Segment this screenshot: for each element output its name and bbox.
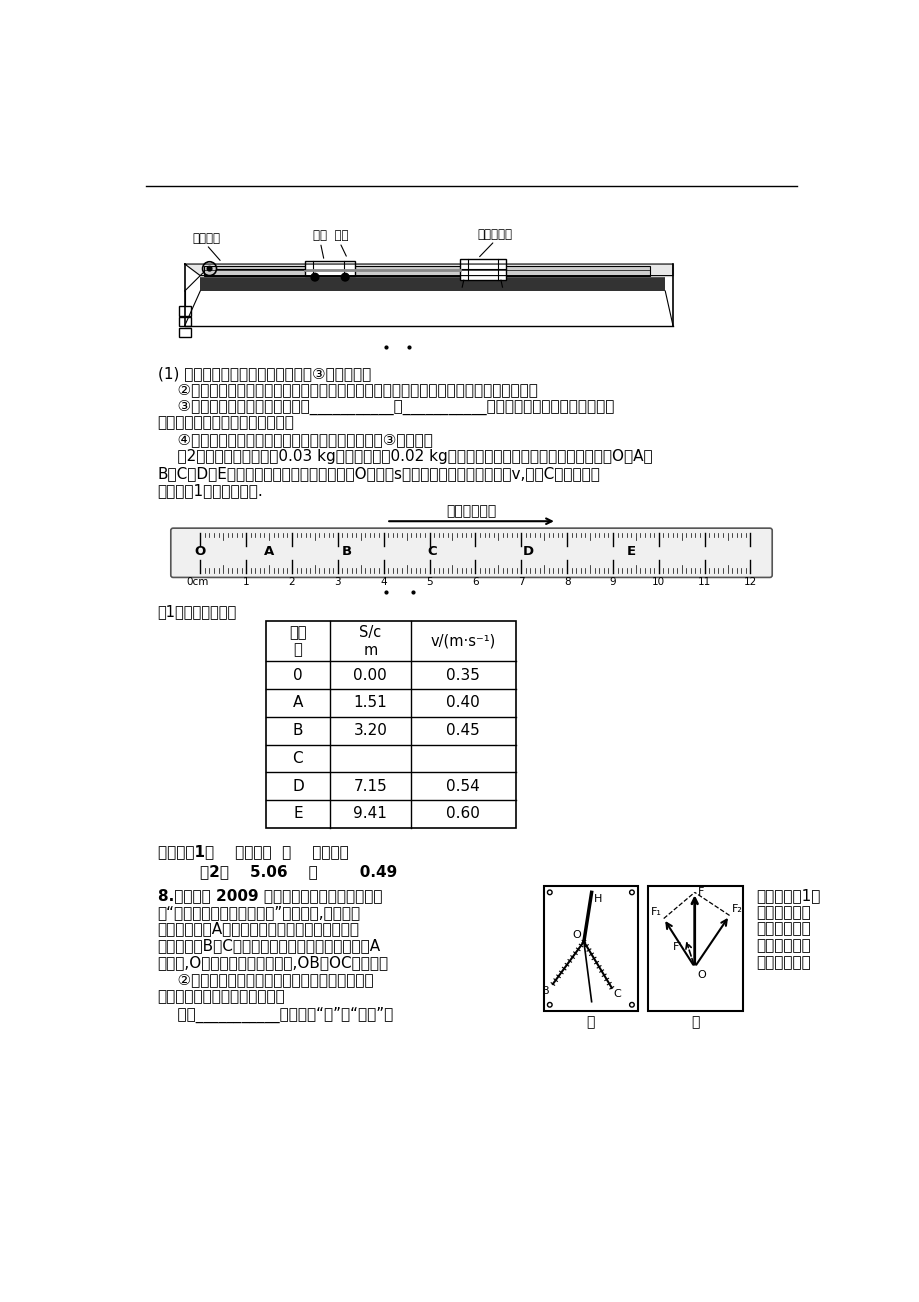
Text: A: A (292, 695, 302, 711)
Text: 1: 1 (243, 577, 249, 587)
Text: 固定在板上的A点，在橡皮条的另一端拴上两条细: 固定在板上的A点，在橡皮条的另一端拴上两条细 (157, 922, 359, 936)
Text: ④改变钉码或小车中码码的数量，更换纸带，重复③的操作。: ④改变钉码或小车中码码的数量，更换纸带，重复③的操作。 (157, 432, 432, 447)
Text: 10: 10 (652, 577, 664, 587)
Bar (266, 621, 516, 828)
Text: 7.15: 7.15 (353, 779, 387, 794)
Text: 点: 点 (293, 643, 302, 658)
Text: 绳，细绳另一: 绳，细绳另一 (756, 922, 811, 936)
Text: （2）    5.06    ；        0.49: （2） 5.06 ； 0.49 (157, 865, 396, 880)
Text: 0.60: 0.60 (446, 806, 480, 822)
Text: 0: 0 (293, 668, 302, 682)
Text: 答案：（1）    接通电源  ；    释放小车: 答案：（1） 接通电源 ； 释放小车 (157, 845, 348, 859)
Text: 甲: 甲 (586, 1016, 595, 1030)
Text: 乙: 乙 (690, 1016, 699, 1030)
Text: (1) 实验的部分步骤如下，请将步骤③补充完整：: (1) 实验的部分步骤如下，请将步骤③补充完整： (157, 366, 370, 380)
Text: S/c: S/c (358, 625, 381, 641)
Bar (204, 267, 649, 276)
Text: 答：___________。（选填“变”或“不变”）: 答：___________。（选填“变”或“不变”） (157, 1006, 392, 1022)
Text: 0.40: 0.40 (446, 695, 480, 711)
Text: E: E (627, 544, 636, 557)
Text: 0.45: 0.45 (446, 723, 480, 738)
Text: 橡皮条的一端: 橡皮条的一端 (756, 905, 811, 919)
Text: 5: 5 (425, 577, 432, 587)
Polygon shape (185, 264, 673, 276)
Text: 3.20: 3.20 (353, 723, 387, 738)
Text: O: O (572, 930, 580, 940)
Text: ③将小车停在打点计时器附近，___________，___________，小车拖动纸带，打点计时器在: ③将小车停在打点计时器附近，___________，___________，小车… (157, 400, 613, 415)
Text: 2: 2 (289, 577, 295, 587)
Text: O: O (195, 544, 206, 557)
Text: 骤没有改变，: 骤没有改变， (756, 956, 811, 970)
Text: 11: 11 (698, 577, 710, 587)
Bar (648, 887, 742, 1010)
Text: O: O (697, 970, 706, 980)
Text: ②在实验中，如果只将细绳换成橡皮筋，其它步: ②在实验中，如果只将细绳换成橡皮筋，其它步 (157, 973, 373, 987)
Bar (178, 306, 191, 315)
Text: 小车  纸带: 小车 纸带 (312, 229, 347, 242)
Text: 0.54: 0.54 (446, 779, 480, 794)
Text: 8.（广东省 2009 届高三第一次六校联考试卷物: 8.（广东省 2009 届高三第一次六校联考试卷物 (157, 888, 381, 902)
Text: C: C (427, 544, 437, 557)
Text: 在“探究力的平行四边形定则”的实验中,用图钉把: 在“探究力的平行四边形定则”的实验中,用图钉把 (157, 905, 360, 919)
Text: D: D (291, 779, 303, 794)
Bar (178, 328, 191, 337)
Text: 7: 7 (517, 577, 524, 587)
Circle shape (341, 273, 348, 281)
Text: 端系着绳套B、C（用来连接弹簧测量力计）。其中A: 端系着绳套B、C（用来连接弹簧测量力计）。其中A (157, 939, 380, 953)
Bar (543, 887, 638, 1010)
Text: 0.35: 0.35 (446, 668, 480, 682)
Text: 8: 8 (563, 577, 570, 587)
Circle shape (311, 273, 319, 281)
Text: 的图钉,O为橡皮筋与细绳的结点,OB和OC为细绳。: 的图钉,O为橡皮筋与细绳的结点,OB和OC为细绳。 (157, 956, 389, 970)
Text: F₂: F₂ (732, 904, 742, 914)
Circle shape (207, 267, 211, 271)
Text: A: A (264, 544, 274, 557)
Text: F': F' (672, 941, 682, 952)
Bar (178, 318, 191, 327)
Text: 0.00: 0.00 (353, 668, 387, 682)
Text: 6: 6 (471, 577, 478, 587)
Bar (460, 259, 505, 280)
Bar (304, 260, 355, 276)
Text: v/(m·s⁻¹): v/(m·s⁻¹) (430, 634, 495, 648)
Text: 那么实验结果是否会发生变化？: 那么实验结果是否会发生变化？ (157, 990, 285, 1004)
Text: 表1纸带的测量结果: 表1纸带的测量结果 (157, 604, 236, 620)
Text: 1.51: 1.51 (353, 695, 387, 711)
Text: 纸带运动方向: 纸带运动方向 (446, 504, 496, 518)
Text: B: B (292, 723, 303, 738)
Text: B: B (342, 544, 352, 557)
Text: F: F (697, 888, 703, 897)
Text: B、C、D和E五个计数点，可获得各计数点到O的距离s及对应时刻小车的瞬时速度v,请将C点的测量结: B、C、D和E五个计数点，可获得各计数点到O的距离s及对应时刻小车的瞬时速度v,… (157, 466, 600, 480)
Text: 3: 3 (335, 577, 341, 587)
Text: 打点计时器: 打点计时器 (477, 228, 512, 241)
Text: 0cm: 0cm (187, 577, 209, 587)
Text: 测量: 测量 (289, 625, 306, 641)
Text: E: E (293, 806, 302, 822)
Bar (200, 276, 664, 290)
Text: 理试卷）（1）: 理试卷）（1） (756, 888, 820, 902)
Text: D: D (522, 544, 533, 557)
Text: 为固定橡皮筋: 为固定橡皮筋 (756, 939, 811, 953)
Text: m: m (363, 643, 377, 658)
Text: 果填在表1中的相应位置.: 果填在表1中的相应位置. (157, 483, 263, 497)
Text: 12: 12 (743, 577, 756, 587)
Text: 纸带上打下一系列点，断开开关；: 纸带上打下一系列点，断开开关； (157, 415, 294, 430)
Text: C: C (613, 990, 620, 1000)
Text: B: B (541, 986, 550, 996)
Text: 9: 9 (609, 577, 616, 587)
Text: ②在小车中放入码码，把纸带穿过打点计时器，连在小车后端，用细线连接小车和钉码；: ②在小车中放入码码，把纸带穿过打点计时器，连在小车后端，用细线连接小车和钉码； (157, 383, 537, 397)
Text: C: C (292, 751, 303, 766)
Text: 制动装置: 制动装置 (192, 232, 221, 245)
Text: 9.41: 9.41 (353, 806, 387, 822)
Text: （2）下图是钉码质量为0.03 kg，码码质量为0.02 kg时得到的一条纸带，在纸带上选择起始点O及A、: （2）下图是钉码质量为0.03 kg，码码质量为0.02 kg时得到的一条纸带，… (157, 449, 652, 464)
Text: F₁: F₁ (650, 907, 661, 917)
Text: 4: 4 (380, 577, 387, 587)
FancyBboxPatch shape (171, 529, 771, 577)
Text: H: H (594, 894, 602, 904)
